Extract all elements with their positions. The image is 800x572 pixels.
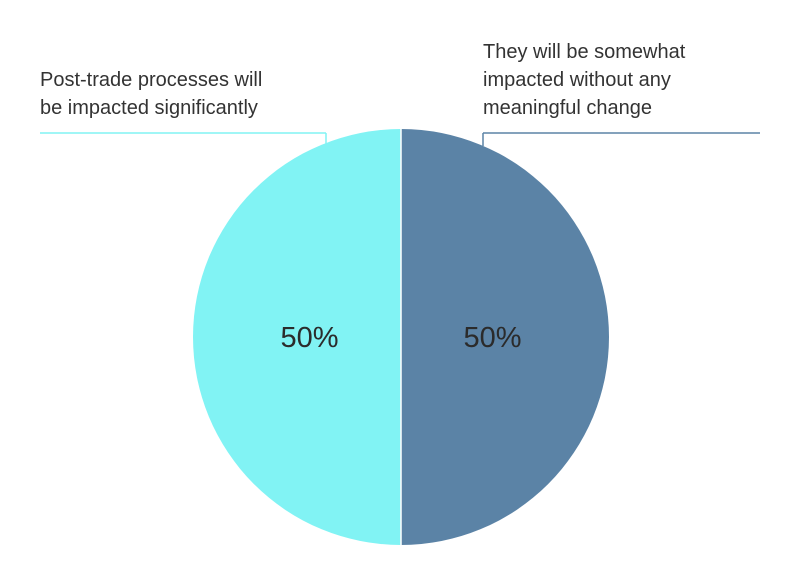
slice-category-label: They will be somewhat impacted without an… <box>483 41 686 119</box>
slice-category-label: Post-trade processes will be impacted sig… <box>40 69 262 119</box>
slice-value-labels: 50% 50% <box>280 322 521 354</box>
slice-value-label: 50% <box>463 322 521 354</box>
slice-value-label: 50% <box>280 322 338 354</box>
slice-callouts: They will be somewhat impacted without an… <box>40 41 760 146</box>
pie-slice <box>193 129 401 545</box>
pie-slices <box>193 129 609 545</box>
pie-slice <box>401 129 609 545</box>
